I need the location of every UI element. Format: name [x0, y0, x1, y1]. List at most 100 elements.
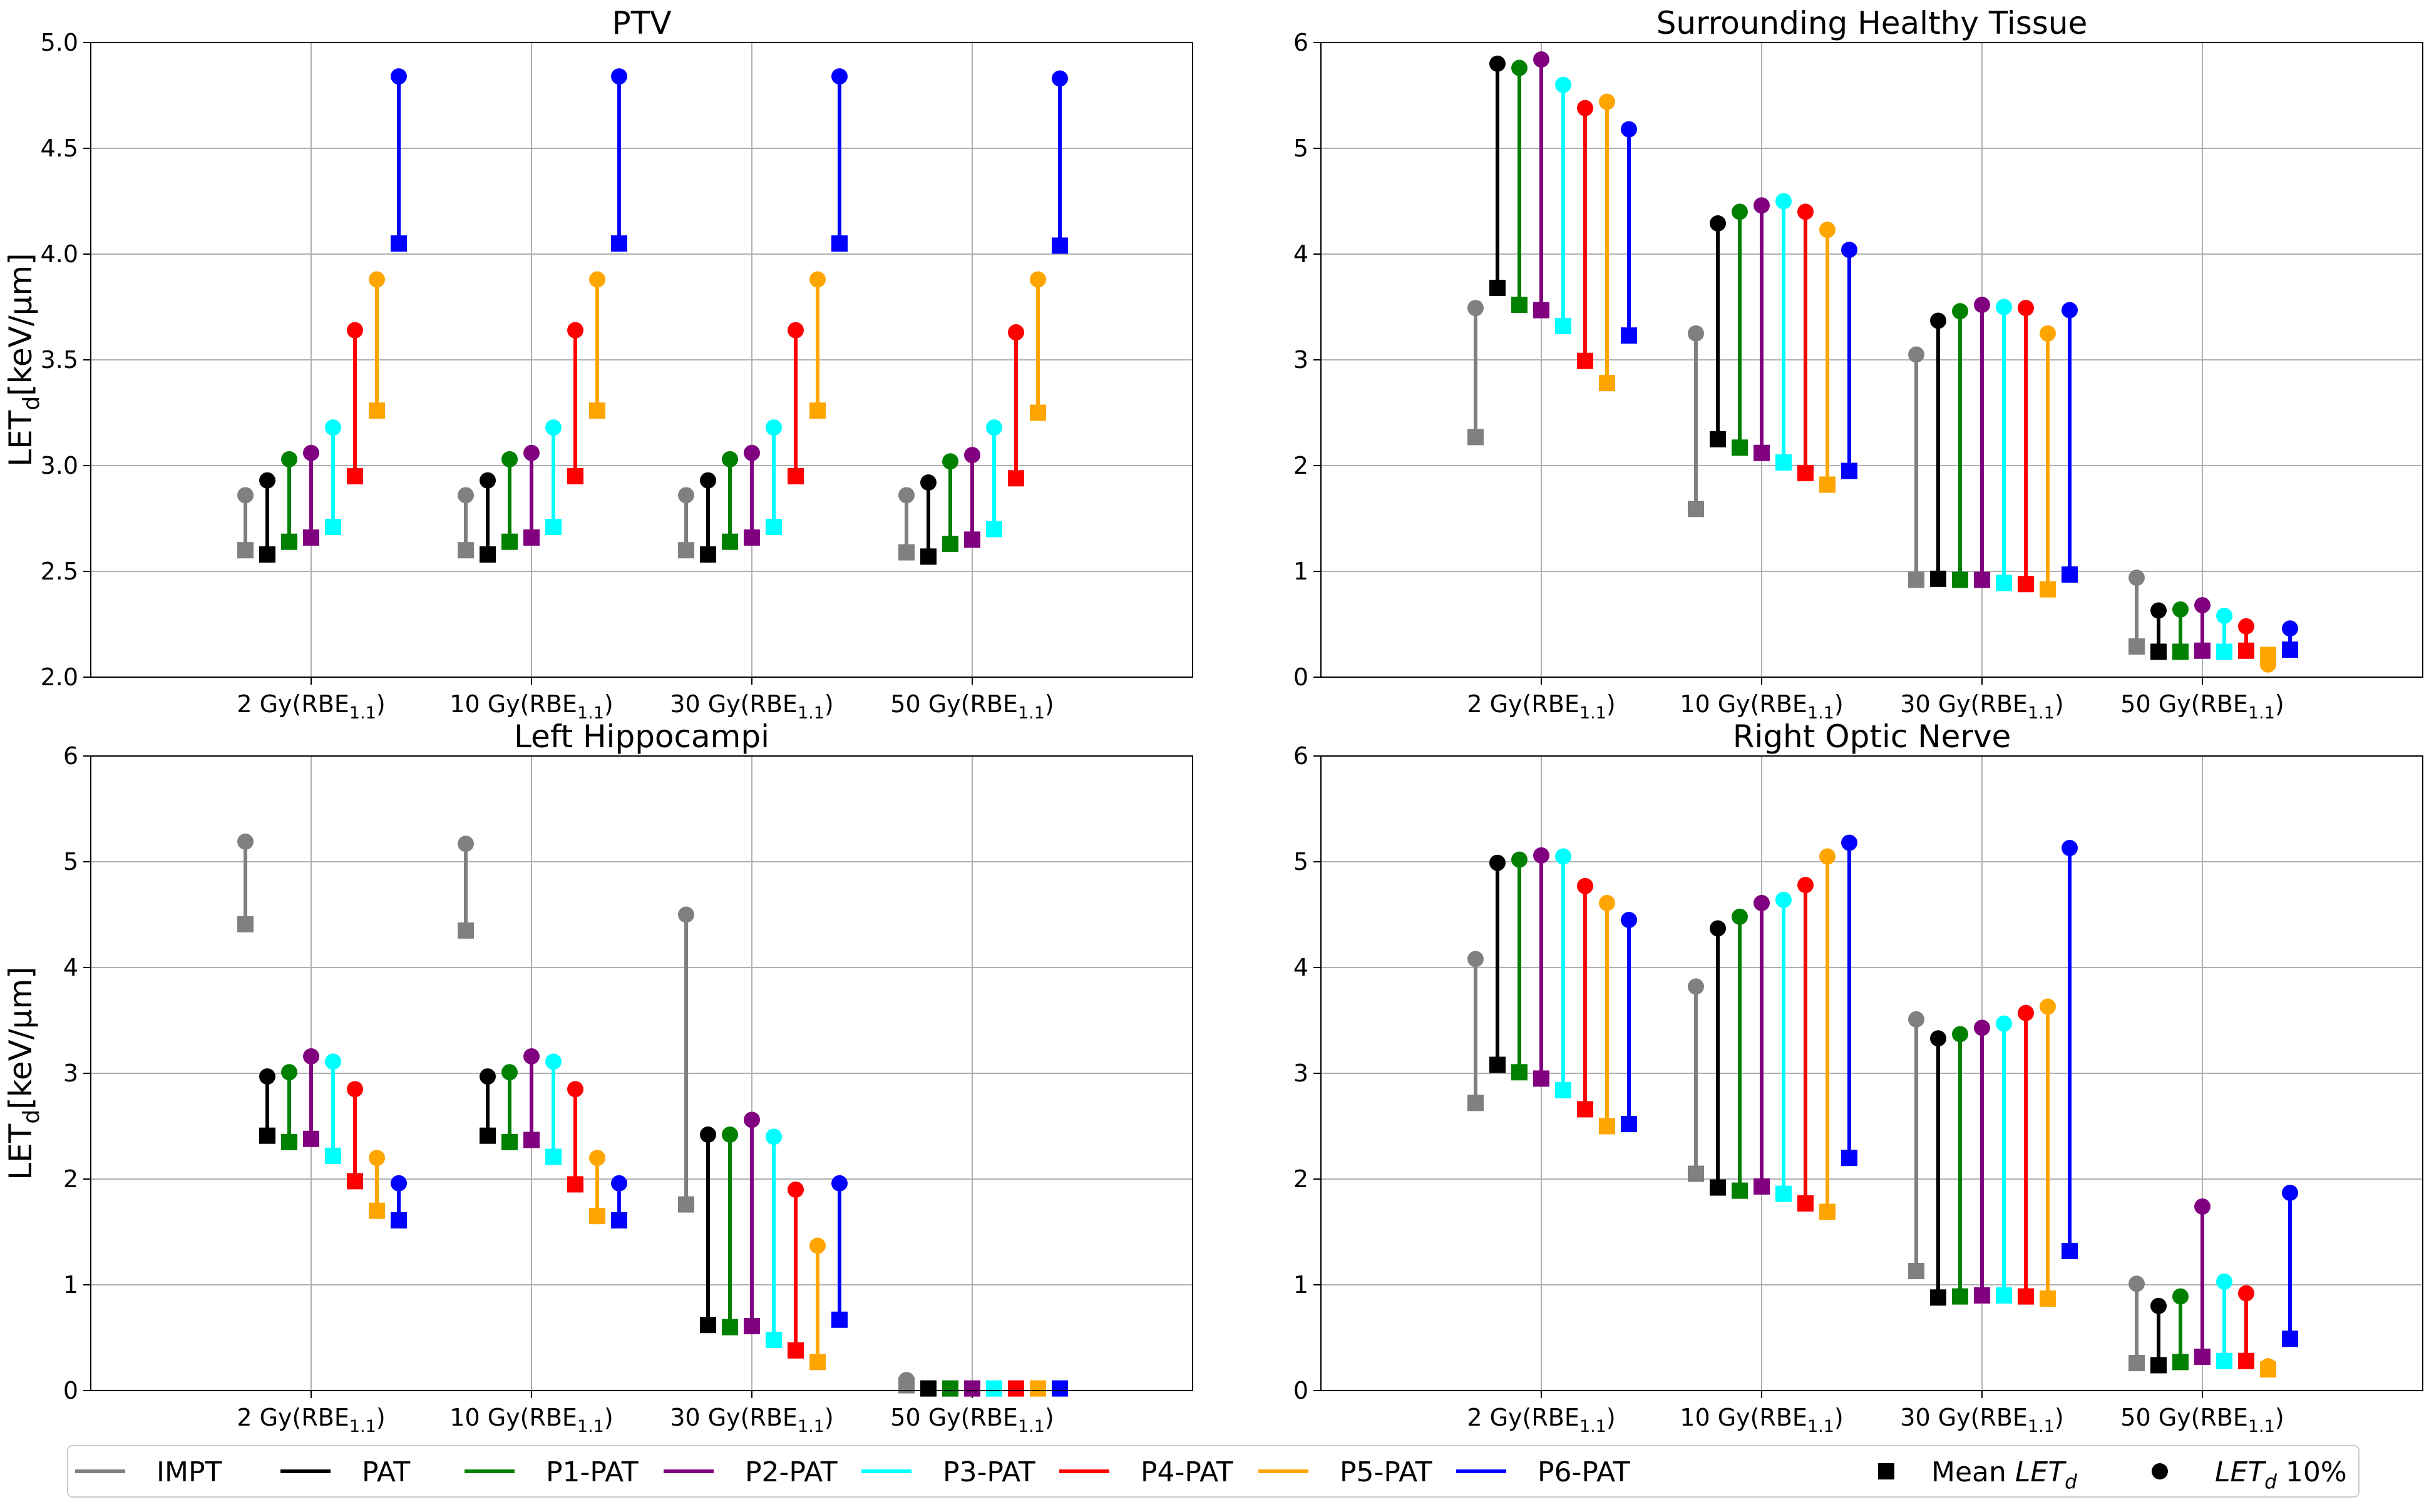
mean-marker-p1-pat [281, 533, 297, 550]
p10-marker-p3-pat [1775, 193, 1792, 210]
p10-marker-p3-pat [545, 1053, 562, 1070]
p10-marker-p3-pat [2216, 1273, 2232, 1290]
p10-marker-p6-pat [1621, 911, 1637, 928]
p10-marker-impt [1467, 300, 1484, 317]
p10-marker-p3-pat [1996, 299, 2012, 315]
x-tick-label: 50 Gy(RBE1.1) [2120, 690, 2284, 723]
p10-marker-impt [678, 487, 694, 504]
p10-marker-p1-pat [501, 1064, 518, 1081]
mean-marker-p3-pat [325, 519, 341, 536]
legend-box [67, 1445, 2360, 1498]
mean-marker-p3-pat [986, 521, 1002, 538]
mean-marker-p3-pat [1555, 1082, 1571, 1099]
panel-title: Left Hippocampi [514, 718, 769, 755]
p10-marker-p5-pat [1030, 271, 1046, 288]
mean-marker-p5-pat [369, 402, 385, 419]
p10-marker-p5-pat [369, 271, 385, 288]
p10-marker-p6-pat [2282, 620, 2298, 637]
p10-marker-impt [1688, 325, 1704, 342]
x-tick-label: 30 Gy(RBE1.1) [1900, 1404, 2063, 1436]
x-tick-label: 30 Gy(RBE1.1) [670, 690, 833, 723]
mean-marker-p1-pat [1952, 571, 1968, 588]
p10-marker-p1-pat [2172, 601, 2189, 618]
p10-marker-p6-pat [1621, 121, 1637, 138]
mean-marker-pat [480, 546, 496, 563]
p10-marker-p4-pat [788, 1181, 804, 1198]
x-tick-label: 2 Gy(RBE1.1) [1467, 690, 1615, 723]
p10-marker-impt [1908, 1011, 1924, 1028]
y-tick-label: 6 [63, 742, 78, 770]
x-tick-label: 50 Gy(RBE1.1) [2120, 1404, 2284, 1436]
mean-marker-p5-pat [589, 402, 605, 419]
p10-marker-p1-pat [1952, 303, 1968, 320]
mean-marker-p1-pat [501, 533, 518, 550]
mean-marker-p1-pat [281, 1133, 297, 1150]
p10-marker-p5-pat [369, 1150, 385, 1167]
legend-label-p5-pat: P5-PAT [1340, 1456, 1432, 1488]
p10-marker-p6-pat [1841, 242, 1857, 258]
p10-marker-p5-pat [2260, 656, 2276, 673]
mean-marker-p3-pat [2216, 1352, 2232, 1369]
y-tick-label: 2.0 [41, 663, 78, 691]
p10-marker-p5-pat [1819, 848, 1836, 865]
x-tick-label: 2 Gy(RBE1.1) [1467, 1404, 1615, 1436]
mean-marker-pat [1489, 1056, 1506, 1073]
y-tick-label: 4 [1293, 954, 1308, 981]
mean-marker-p3-pat [325, 1147, 341, 1164]
mean-marker-p4-pat [788, 1342, 804, 1359]
mean-marker-p2-pat [2194, 642, 2211, 659]
p10-marker-p4-pat [1797, 877, 1814, 894]
p10-marker-pat [1710, 215, 1726, 232]
p10-marker-p4-pat [347, 322, 363, 339]
mean-marker-p5-pat [2040, 1290, 2056, 1307]
mean-marker-p2-pat [1974, 571, 1990, 588]
mean-marker-p4-pat [347, 467, 363, 484]
p10-marker-p4-pat [2238, 618, 2254, 635]
p10-marker-p2-pat [744, 444, 760, 461]
p10-marker-p3-pat [766, 419, 782, 436]
mean-marker-p4-pat [1797, 1195, 1814, 1212]
p10-marker-p1-pat [281, 1064, 297, 1081]
p10-marker-p3-pat [1775, 891, 1792, 908]
p10-marker-p5-pat [809, 1237, 826, 1254]
p10-marker-p5-pat [2040, 325, 2056, 342]
panel-title: Right Optic Nerve [1733, 718, 2011, 755]
p10-marker-p5-pat [589, 271, 605, 288]
y-tick-label: 1 [1293, 558, 1308, 585]
p10-marker-p6-pat [831, 1175, 848, 1192]
p10-marker-p6-pat [611, 1175, 627, 1192]
panel-title: PTV [612, 5, 672, 41]
mean-marker-p2-pat [1974, 1287, 1990, 1304]
mean-marker-p2-pat [303, 1130, 319, 1147]
p10-marker-p4-pat [567, 1081, 583, 1098]
p10-marker-p6-pat [391, 1175, 407, 1192]
axes-frame [90, 755, 1193, 1391]
p10-marker-pat [480, 472, 496, 489]
mean-marker-p6-pat [831, 235, 848, 252]
x-tick-label: 30 Gy(RBE1.1) [670, 1404, 833, 1436]
mean-marker-p4-pat [1577, 352, 1593, 369]
p10-marker-p6-pat [2282, 1184, 2298, 1201]
p10-marker-p5-pat [809, 271, 826, 288]
axes-frame [1320, 755, 2423, 1391]
y-tick-label: 4 [63, 954, 78, 981]
p10-marker-p2-pat [744, 1111, 760, 1128]
mean-marker-p4-pat [788, 467, 804, 484]
mean-marker-impt [2128, 638, 2145, 655]
p10-marker-p2-pat [2194, 1198, 2211, 1215]
mean-marker-p2-pat [2194, 1348, 2211, 1365]
p10-marker-p2-pat [1533, 847, 1549, 864]
p10-marker-p5-pat [1599, 894, 1615, 911]
panel-4: 0 1 2 3 4 5 6 2 Gy(RBE1.1) 10 Gy(RBE1.1) 30 Gy(RB… [1293, 718, 2423, 1436]
p10-marker-p6-pat [1052, 70, 1068, 87]
p10-marker-pat [1489, 55, 1506, 72]
x-tick-label: 30 Gy(RBE1.1) [1900, 690, 2063, 723]
legend-label-p4-pat: P4-PAT [1141, 1456, 1233, 1488]
p10-marker-p3-pat [1555, 848, 1571, 865]
p10-marker-p2-pat [523, 1048, 540, 1065]
mean-marker-p2-pat [1533, 302, 1549, 319]
legend-label-p3-pat: P3-PAT [943, 1456, 1035, 1488]
p10-marker-p3-pat [986, 419, 1002, 436]
mean-marker-p6-pat [611, 235, 627, 252]
mean-marker-p6-pat [2062, 1242, 2078, 1259]
